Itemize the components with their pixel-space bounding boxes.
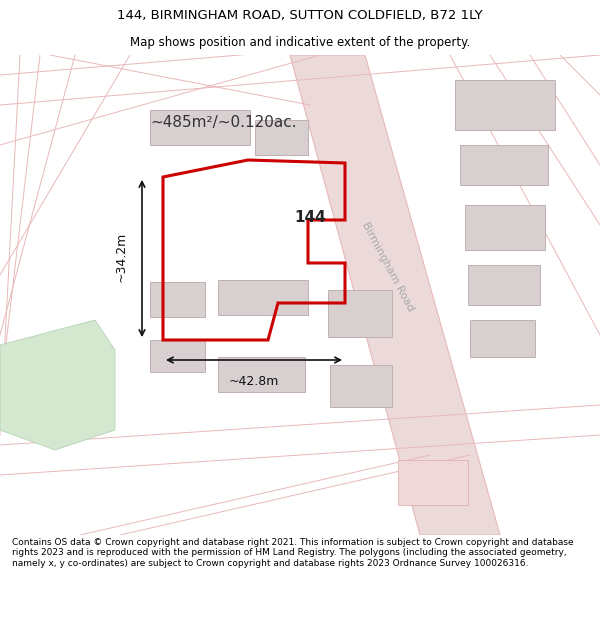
Text: ~42.8m: ~42.8m [229, 375, 279, 388]
Polygon shape [460, 145, 548, 185]
Polygon shape [330, 365, 392, 407]
Polygon shape [150, 282, 205, 317]
Polygon shape [218, 280, 308, 315]
Polygon shape [290, 55, 500, 535]
Text: 144, BIRMINGHAM ROAD, SUTTON COLDFIELD, B72 1LY: 144, BIRMINGHAM ROAD, SUTTON COLDFIELD, … [117, 9, 483, 22]
Polygon shape [468, 265, 540, 305]
Text: 144: 144 [294, 209, 326, 224]
Text: ~34.2m: ~34.2m [115, 232, 128, 282]
Polygon shape [150, 110, 250, 145]
Polygon shape [255, 120, 308, 155]
Polygon shape [218, 357, 305, 392]
Polygon shape [150, 340, 205, 372]
Polygon shape [470, 320, 535, 357]
Polygon shape [465, 205, 545, 250]
Text: Birmingham Road: Birmingham Road [360, 221, 416, 313]
Text: ~485m²/~0.120ac.: ~485m²/~0.120ac. [150, 115, 296, 130]
Polygon shape [328, 290, 392, 337]
Text: Map shows position and indicative extent of the property.: Map shows position and indicative extent… [130, 36, 470, 49]
Polygon shape [455, 80, 555, 130]
Polygon shape [0, 320, 115, 450]
Text: Contains OS data © Crown copyright and database right 2021. This information is : Contains OS data © Crown copyright and d… [12, 538, 574, 568]
Polygon shape [398, 460, 468, 505]
